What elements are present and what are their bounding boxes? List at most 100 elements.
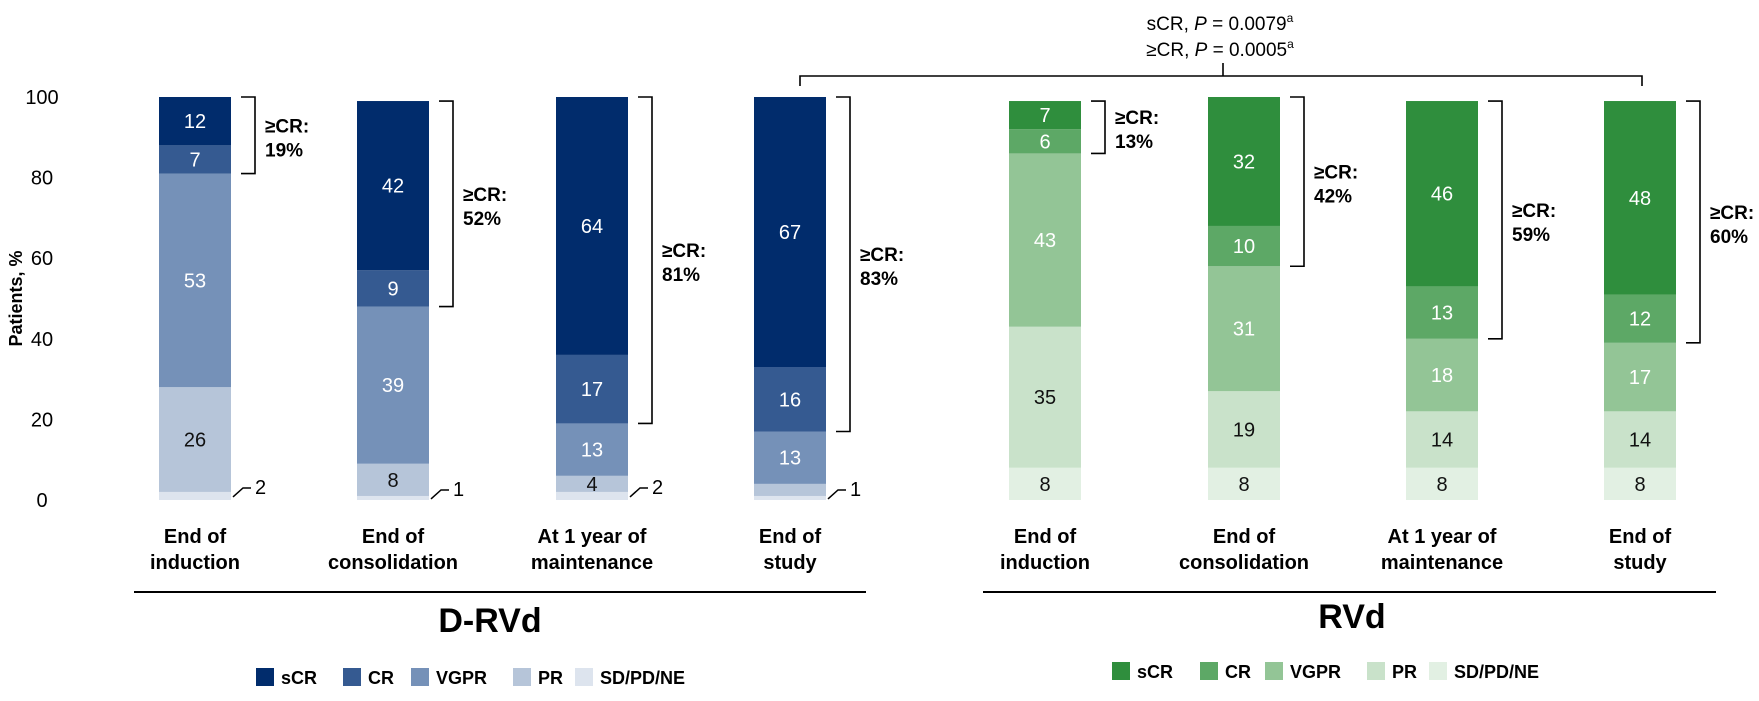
bar-segment-pr <box>1604 411 1676 468</box>
bar-segment-cr <box>1406 286 1478 339</box>
bar-data-label: 18 <box>1431 365 1453 387</box>
ge-cr-bracket <box>1091 100 1106 155</box>
bar-segment-pr <box>1406 411 1478 468</box>
bar-data-label: 14 <box>1629 430 1651 452</box>
bar-segment-pr <box>1208 391 1280 468</box>
y-tick-label: 40 <box>31 329 53 351</box>
y-tick-label: 80 <box>31 168 53 190</box>
legend-label: VGPR <box>1290 662 1341 682</box>
bar-data-label: 48 <box>1629 188 1651 210</box>
bar-data-label: 7 <box>1039 105 1050 127</box>
bar-data-label: 13 <box>1431 303 1453 325</box>
category-label: End of <box>759 526 822 548</box>
legend-label: PR <box>1392 662 1417 682</box>
bar-data-label: 14 <box>1431 430 1453 452</box>
bar-segment-scr <box>556 97 628 355</box>
category-label: End of <box>1609 526 1672 548</box>
ge-cr-label: ≥CR: <box>1512 201 1556 222</box>
bar-segment-scr <box>1604 101 1676 295</box>
bar-segment-sdpdne <box>754 495 826 500</box>
bar-data-label: 32 <box>1233 151 1255 173</box>
legend-label: SD/PD/NE <box>600 668 685 688</box>
ge-cr-bracket <box>638 96 653 425</box>
y-tick-label: 100 <box>25 87 58 109</box>
category-label: End of <box>1213 526 1276 548</box>
comparison-text: sCR, P = 0.0079a <box>1147 11 1294 35</box>
ge-cr-label: ≥CR: <box>1115 108 1159 129</box>
bar-data-label: 12 <box>1629 309 1651 331</box>
bar-data-label: 26 <box>184 430 206 452</box>
bar-segment-scr <box>1406 101 1478 287</box>
ge-cr-value: 59% <box>1512 225 1550 246</box>
category-label: At 1 year of <box>1388 526 1497 548</box>
footnote-marker: a <box>1287 37 1294 51</box>
ge-cr-value: 83% <box>860 269 898 290</box>
p-symbol: P <box>1195 40 1208 61</box>
p-symbol: P <box>1194 14 1207 35</box>
bar-data-label: 17 <box>581 379 603 401</box>
legend-swatch-sdpdne <box>575 668 593 686</box>
y-tick-label: 20 <box>31 409 53 431</box>
category-label: study <box>763 552 817 574</box>
bar-segment-sdpdne <box>1604 467 1676 500</box>
ge-cr-value: 13% <box>1115 132 1153 153</box>
legend-label: PR <box>538 668 563 688</box>
p-value: = 0.0079 <box>1207 14 1287 35</box>
bar-data-label: 9 <box>387 278 398 300</box>
bar-segment-vgpr <box>1406 338 1478 412</box>
ge-cr-value: 60% <box>1710 227 1748 248</box>
bar-segment-vgpr <box>1208 266 1280 392</box>
bar-segment-pr <box>754 483 826 496</box>
bar-segment-cr <box>1208 225 1280 267</box>
legend-swatch-vgpr <box>411 668 429 686</box>
bar-segment-cr <box>357 270 429 307</box>
category-label: At 1 year of <box>538 526 647 548</box>
ge-cr-bracket <box>241 96 256 175</box>
bar-data-label: 53 <box>184 270 206 292</box>
leader-line <box>827 489 846 500</box>
bar-segment-vgpr <box>1009 153 1081 327</box>
ge-cr-bracket <box>1290 96 1305 268</box>
y-tick-label: 0 <box>36 490 47 512</box>
y-axis-label: Patients, % <box>6 250 26 346</box>
bar-segment-sdpdne <box>159 491 231 500</box>
ge-cr-label: ≥CR: <box>1314 163 1358 184</box>
bar-data-label: 67 <box>779 222 801 244</box>
ge-cr-label: ≥CR: <box>463 185 507 206</box>
bar-segment-pr <box>159 387 231 492</box>
legend-label: sCR <box>1137 662 1173 682</box>
y-tick-label: 60 <box>31 248 53 270</box>
bar-segment-sdpdne <box>1406 467 1478 500</box>
ge-cr-value: 81% <box>662 265 700 286</box>
legend-label: sCR <box>281 668 317 688</box>
category-label: induction <box>1000 552 1090 574</box>
legend-swatch-vgpr <box>1265 662 1283 680</box>
bar-data-label: 19 <box>1233 419 1255 441</box>
bar-segment-cr <box>754 367 826 432</box>
legend-label: CR <box>368 668 394 688</box>
bar-segment-vgpr <box>556 423 628 476</box>
bar-segment-pr <box>1009 326 1081 468</box>
bar-segment-sdpdne <box>1208 467 1280 500</box>
category-label: End of <box>164 526 227 548</box>
legend-swatch-scr <box>256 668 274 686</box>
legend-label: CR <box>1225 662 1251 682</box>
legend-swatch-sdpdne <box>1429 662 1447 680</box>
category-label: End of <box>1014 526 1077 548</box>
footnote-marker: a <box>1287 11 1294 25</box>
category-label: maintenance <box>531 552 653 574</box>
bar-segment-vgpr <box>159 173 231 388</box>
ge-cr-value: 52% <box>463 209 501 230</box>
group-title: RVd <box>1318 598 1385 636</box>
bar-data-label: 46 <box>1431 184 1453 206</box>
bar-data-label: 31 <box>1233 319 1255 341</box>
leader-line <box>629 487 648 498</box>
bar-data-label: 13 <box>581 440 603 462</box>
bar-data-label: 17 <box>1629 367 1651 389</box>
leader-line <box>232 487 251 498</box>
legend-swatch-pr <box>513 668 531 686</box>
category-label: consolidation <box>1179 552 1309 574</box>
bar-segment-cr <box>1604 294 1676 343</box>
comparison-text: ≥CR, P = 0.0005a <box>1146 37 1294 61</box>
bar-segment-pr <box>357 463 429 496</box>
